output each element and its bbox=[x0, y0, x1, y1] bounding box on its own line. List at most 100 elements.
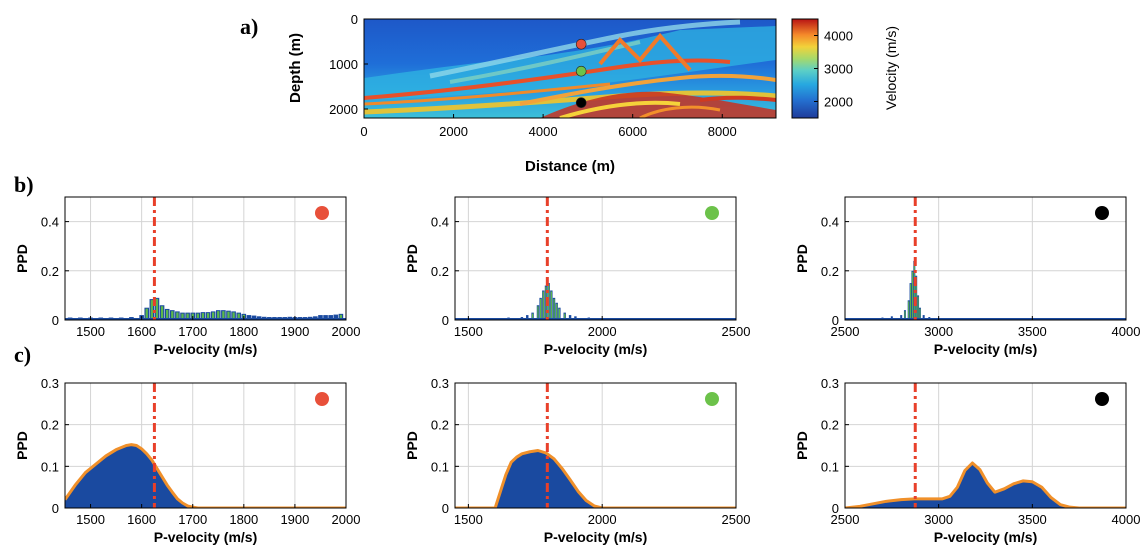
panel-label-a: a) bbox=[240, 14, 258, 39]
xtick-label: 1500 bbox=[76, 324, 105, 339]
panel-label-b: b) bbox=[14, 172, 34, 197]
xtick-label: 2500 bbox=[722, 324, 751, 339]
xlabel: P-velocity (m/s) bbox=[544, 341, 647, 357]
histogram-bar-inner bbox=[537, 306, 539, 319]
red-location-marker bbox=[575, 38, 587, 50]
histogram-bar-inner bbox=[206, 313, 210, 319]
xlabel: P-velocity (m/s) bbox=[154, 529, 257, 545]
ppd-density-green: 1500 2000 2500 0 0.1 0.2 0.3 P-velocity (m/s) PP… bbox=[404, 376, 750, 545]
xlabel: P-velocity (m/s) bbox=[934, 529, 1037, 545]
density-area bbox=[455, 450, 736, 508]
ytick-label: 0.2 bbox=[41, 418, 59, 433]
xtick-label: 1600 bbox=[127, 512, 156, 527]
histogram-bar-inner bbox=[145, 308, 148, 319]
ylabel: PPD bbox=[404, 244, 420, 273]
velocity-model-image bbox=[364, 19, 776, 118]
axes-frame bbox=[454, 196, 737, 321]
velocity-model-xtick-label: 4000 bbox=[529, 124, 558, 139]
xtick-label: 1800 bbox=[229, 512, 258, 527]
ytick-label: 0.1 bbox=[41, 459, 59, 474]
ytick-label: 0.2 bbox=[431, 418, 449, 433]
ytick-label: 0.3 bbox=[431, 376, 449, 391]
ylabel: PPD bbox=[14, 431, 30, 460]
xtick-label: 2500 bbox=[831, 324, 860, 339]
xtick-label: 2500 bbox=[722, 512, 751, 527]
velocity-model-ytick-label: 0 bbox=[351, 12, 358, 27]
histogram-bar-inner bbox=[155, 298, 159, 319]
ytick-label: 0 bbox=[52, 313, 59, 328]
xtick-label: 3500 bbox=[1018, 512, 1047, 527]
xtick-label: 3500 bbox=[1018, 324, 1047, 339]
black-location-dot bbox=[1095, 206, 1109, 220]
histogram-bar-inner bbox=[160, 306, 164, 319]
ppd-density-black: 2500 3000 3500 4000 0 0.1 0.2 0.3 P-velocity (m/… bbox=[794, 376, 1140, 545]
xtick-label: 1500 bbox=[76, 512, 105, 527]
histogram-bar bbox=[251, 315, 257, 320]
xtick-label: 1500 bbox=[454, 512, 483, 527]
density-area bbox=[65, 444, 346, 508]
ytick-label: 0.2 bbox=[821, 418, 839, 433]
red-location-dot bbox=[315, 206, 329, 220]
histogram-bar bbox=[323, 315, 328, 320]
histogram-bar-inner bbox=[227, 311, 230, 319]
axes-frame bbox=[844, 382, 1127, 509]
ytick-label: 0.2 bbox=[41, 264, 59, 279]
ylabel: PPD bbox=[404, 431, 420, 460]
axes-frame bbox=[844, 196, 1127, 321]
density-area bbox=[845, 463, 1126, 508]
ytick-label: 0 bbox=[442, 313, 449, 328]
xtick-label: 1800 bbox=[229, 324, 258, 339]
histogram-bar-inner bbox=[171, 311, 174, 319]
ppd-histogram-red: 1500 1600 1700 1800 1900 2000 0 0.2 0.4 P-velocit… bbox=[14, 196, 360, 357]
xlabel: P-velocity (m/s) bbox=[544, 529, 647, 545]
histogram-bar-inner bbox=[553, 298, 555, 319]
colorbar-tick-label: 2000 bbox=[824, 95, 853, 110]
density-outline bbox=[845, 461, 1126, 508]
histogram-bar bbox=[246, 315, 252, 320]
ytick-label: 0.4 bbox=[41, 215, 59, 230]
histogram-bar-inner bbox=[558, 308, 560, 319]
xtick-label: 3000 bbox=[924, 512, 953, 527]
xtick-label: 1500 bbox=[454, 324, 483, 339]
histogram-bar bbox=[922, 315, 925, 320]
histogram-bar-inner bbox=[910, 284, 912, 319]
xtick-label: 1900 bbox=[280, 324, 309, 339]
colorbar-label: Velocity (m/s) bbox=[883, 26, 899, 110]
histogram-bar-inner bbox=[542, 291, 544, 319]
xtick-label: 4000 bbox=[1112, 324, 1141, 339]
xtick-label: 2000 bbox=[588, 324, 617, 339]
velocity-model-xlabel: Distance (m) bbox=[525, 158, 615, 175]
histogram-bar-inner bbox=[532, 313, 534, 319]
histogram-bar bbox=[568, 315, 572, 320]
black-location-dot bbox=[1095, 392, 1109, 406]
green-location-marker bbox=[575, 65, 587, 77]
red-location-dot bbox=[315, 392, 329, 406]
ylabel: PPD bbox=[14, 244, 30, 273]
axes-frame bbox=[64, 196, 347, 321]
velocity-model-xtick-label: 0 bbox=[360, 124, 367, 139]
ytick-label: 0 bbox=[52, 501, 59, 516]
histogram-bar-inner bbox=[232, 312, 235, 319]
xtick-label: 2500 bbox=[831, 512, 860, 527]
xtick-label: 1600 bbox=[127, 324, 156, 339]
ylabel: PPD bbox=[794, 244, 810, 273]
histogram-bar-inner bbox=[339, 314, 343, 319]
green-location-dot bbox=[705, 392, 719, 406]
histogram-bar-inner bbox=[222, 311, 225, 319]
histogram-bar-inner bbox=[911, 271, 913, 319]
xtick-label: 1900 bbox=[280, 512, 309, 527]
histogram-bar bbox=[333, 314, 339, 320]
xtick-label: 3000 bbox=[924, 324, 953, 339]
xtick-label: 2000 bbox=[332, 512, 361, 527]
velocity-model-xtick-label: 2000 bbox=[439, 124, 468, 139]
ppd-histogram-green: 1500 2000 2500 0 0.2 0.4 P-velocity (m/s) PPD bbox=[404, 196, 751, 357]
ytick-label: 0 bbox=[832, 313, 839, 328]
ytick-label: 0.4 bbox=[821, 215, 839, 230]
histogram-bar-inner bbox=[919, 308, 921, 319]
ytick-label: 0.2 bbox=[821, 264, 839, 279]
velocity-model-ytick-label: 1000 bbox=[329, 57, 358, 72]
histogram-bar-inner bbox=[212, 312, 215, 319]
black-location-marker bbox=[575, 97, 587, 108]
ytick-label: 0.1 bbox=[821, 459, 839, 474]
